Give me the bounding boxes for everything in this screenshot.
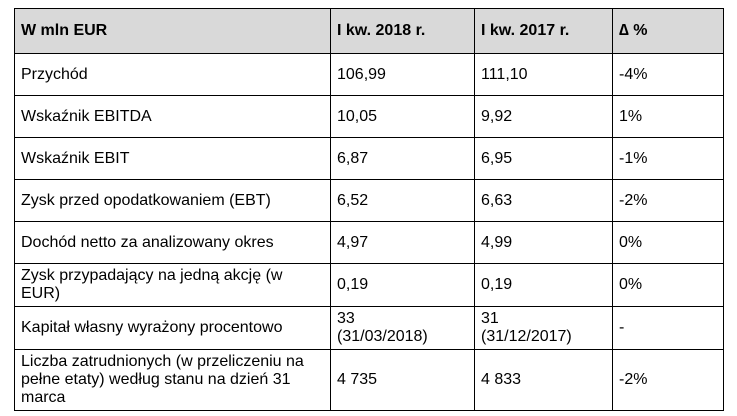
value-cell: -4% [612,53,724,96]
value-cell: 4,99 [474,221,613,264]
row-label: Przychód [14,53,331,96]
table-row: Wskaźnik EBIT 6,87 6,95 -1% [14,137,724,180]
table-row: Wskaźnik EBITDA 10,05 9,92 1% [14,95,724,138]
value-cell: 6,87 [330,137,475,180]
value-cell: 111,10 [474,53,613,96]
value-cell: 4,97 [330,221,475,264]
value-cell: 9,92 [474,95,613,138]
header-cell: I kw. 2017 r. [474,8,613,54]
value-cell: 10,05 [330,95,475,138]
value-cell: -1% [612,137,724,180]
header-row: W mln EUR I kw. 2018 r. I kw. 2017 r. ∆ % [14,8,724,54]
table-row: Przychód 106,99 111,10 -4% [14,53,724,96]
row-label: Wskaźnik EBITDA [14,95,331,138]
header-cell: I kw. 2018 r. [330,8,475,54]
row-label: Wskaźnik EBIT [14,137,331,180]
row-label: Zysk przed opodatkowaniem (EBT) [14,179,331,222]
row-label: Liczba zatrudnionych (w przeliczeniu na … [14,349,331,411]
value-cell: 6,63 [474,179,613,222]
value-cell: 4 833 [474,349,613,411]
value-cell: 1% [612,95,724,138]
value-cell: 0% [612,263,724,307]
row-label: Kapitał własny wyrażony procentowo [14,306,331,350]
table-row: Dochód netto za analizowany okres 4,97 4,9… [14,221,724,264]
value-cell: 106,99 [330,53,475,96]
value-cell: 0,19 [474,263,613,307]
row-label: Dochód netto za analizowany okres [14,221,331,264]
value-cell: 6,95 [474,137,613,180]
table-row: Zysk przypadający na jedną akcję (w EUR)… [14,263,724,307]
value-cell: 6,52 [330,179,475,222]
value-cell: -2% [612,349,724,411]
value-cell: -2% [612,179,724,222]
value-cell: - [612,306,724,350]
value-cell: 4 735 [330,349,475,411]
value-cell: 0% [612,221,724,264]
row-label: Zysk przypadający na jedną akcję (w EUR) [14,263,331,307]
header-cell: W mln EUR [14,8,331,54]
value-cell: 0,19 [330,263,475,307]
value-cell: 31 (31/12/2017) [474,306,613,350]
value-cell: 33 (31/03/2018) [330,306,475,350]
table-row: Kapitał własny wyrażony procentowo 33 (31… [14,306,724,350]
results-table: W mln EUR I kw. 2018 r. I kw. 2017 r. ∆ % P… [14,8,724,411]
table-container: W mln EUR I kw. 2018 r. I kw. 2017 r. ∆ % P… [14,8,724,411]
header-cell: ∆ % [612,8,724,54]
table-row: Zysk przed opodatkowaniem (EBT) 6,52 6,63-… [14,179,724,222]
table-row: Liczba zatrudnionych (w przeliczeniu na … [14,349,724,411]
